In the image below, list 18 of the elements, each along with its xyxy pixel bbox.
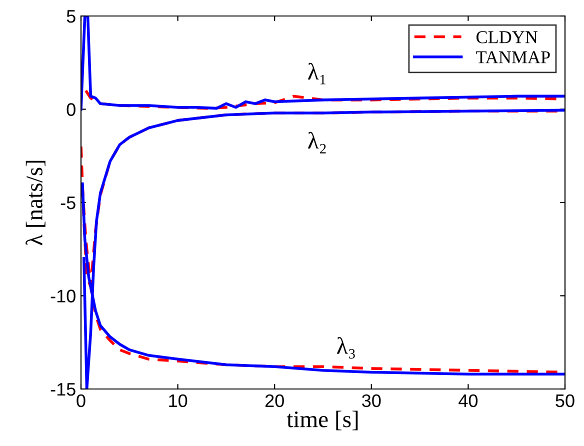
y-tick-label: 5 (66, 10, 76, 23)
annotation: λ₃ (337, 337, 355, 359)
y-axis-title: λ [nats/s] (26, 160, 46, 246)
annotation: λ₁ (308, 62, 326, 84)
x-tick-label: 30 (362, 394, 381, 408)
legend-label: TANMAP (476, 51, 550, 64)
annotation: λ₂ (308, 132, 326, 154)
x-tick-label: 20 (265, 394, 284, 408)
x-tick-label: 0 (76, 394, 86, 408)
x-tick-label: 50 (556, 394, 574, 408)
x-tick-label: 10 (169, 394, 188, 408)
y-tick-label: -10 (50, 290, 76, 302)
y-tick-label: -5 (60, 196, 76, 210)
x-axis-title: time [s] (286, 410, 358, 430)
x-tick-label: 40 (458, 394, 478, 408)
y-tick-label: 0 (66, 103, 76, 116)
legend-label: CLDYN (476, 31, 538, 44)
y-tick-label: -15 (50, 383, 76, 396)
